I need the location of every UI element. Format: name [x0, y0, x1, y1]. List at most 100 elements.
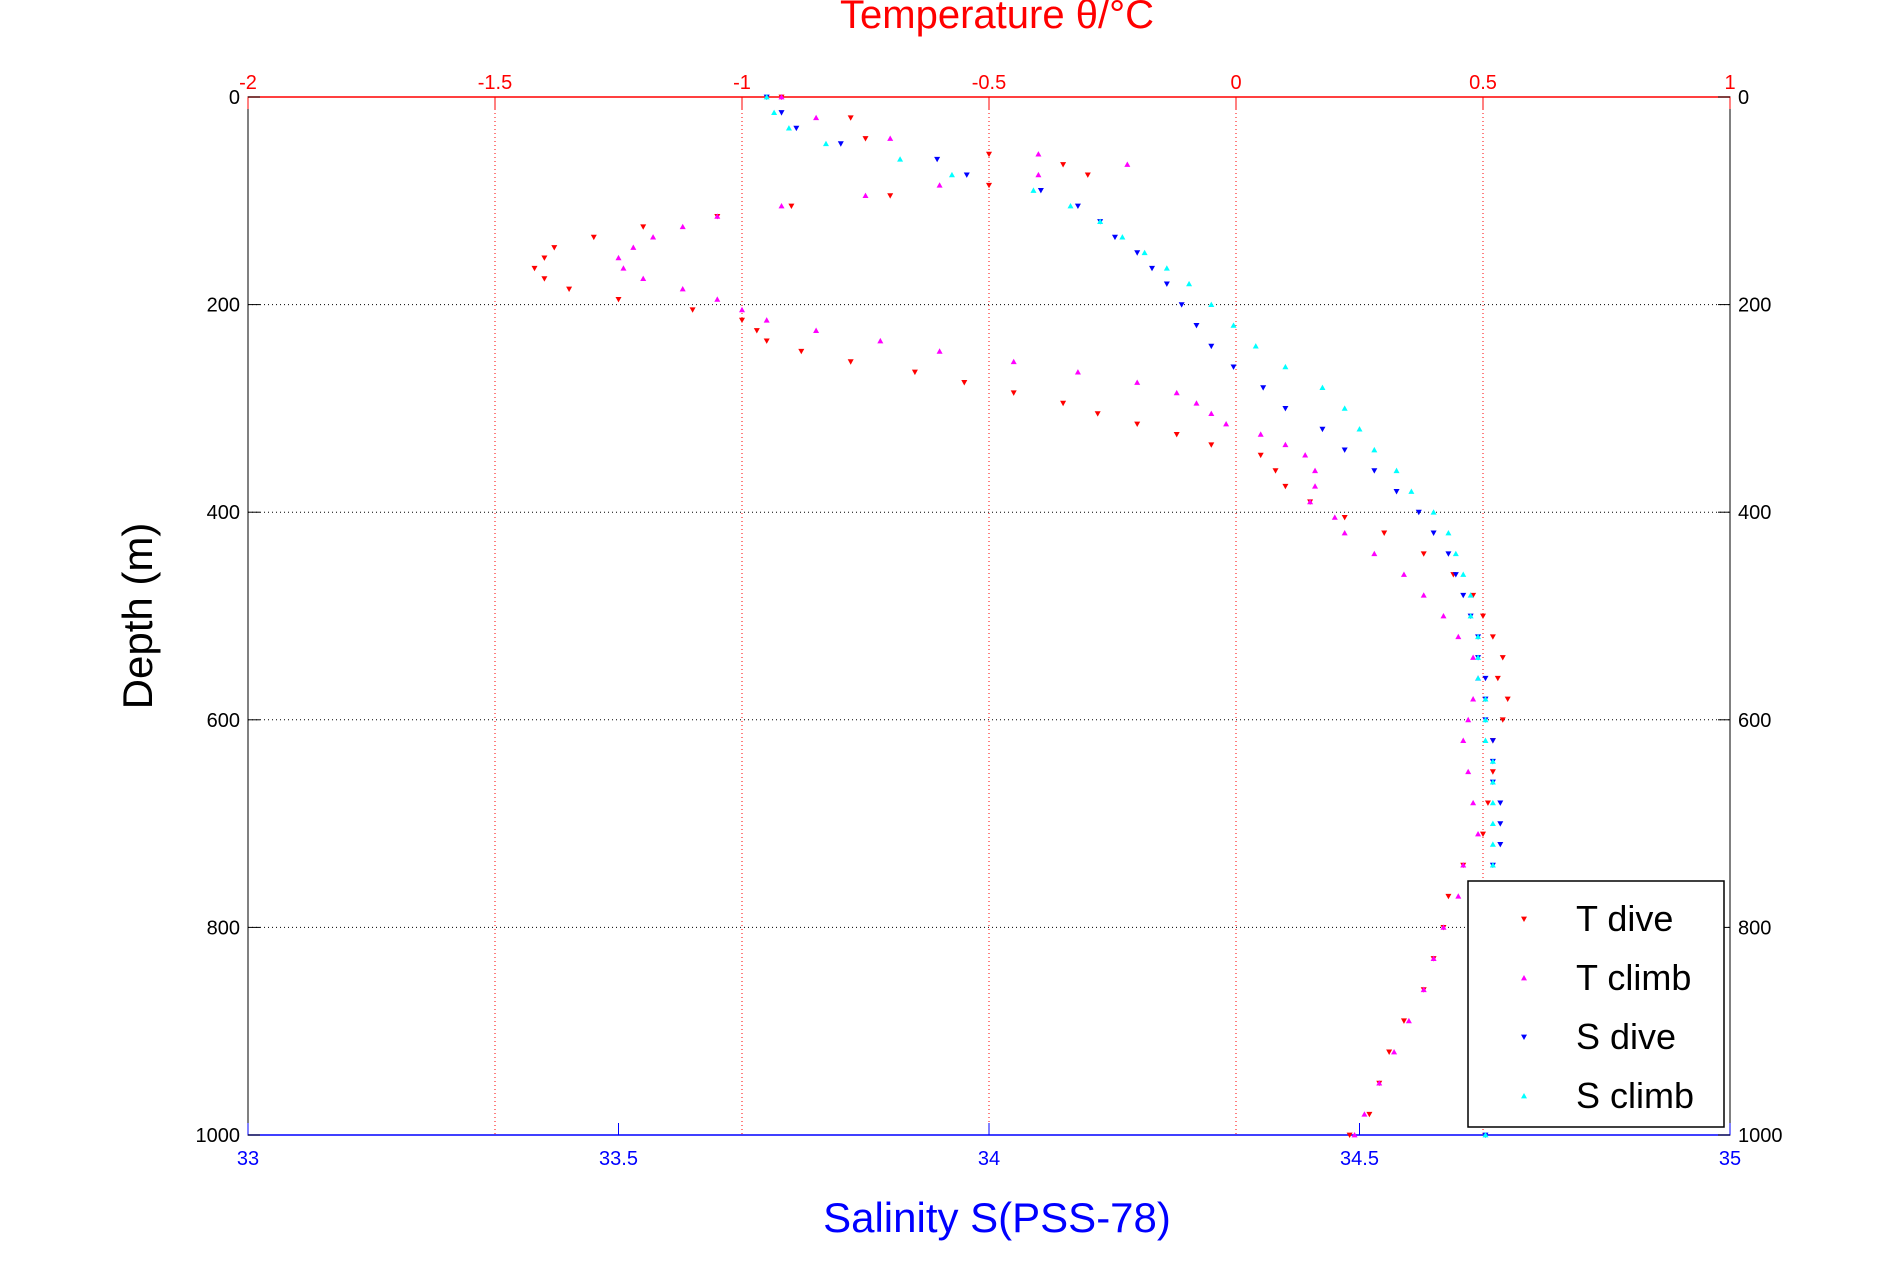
data-point-t-climb	[1430, 955, 1437, 961]
data-point-t-dive	[1272, 468, 1279, 474]
data-point-t-climb	[778, 202, 785, 209]
data-point-t-dive	[1480, 831, 1486, 837]
top-tick-label: 1	[1724, 72, 1735, 94]
data-point-t-climb	[1035, 171, 1042, 178]
data-point-s-climb	[822, 140, 829, 147]
data-point-s-dive	[1445, 551, 1452, 557]
data-point-t-dive	[1400, 1018, 1407, 1024]
data-point-t-climb	[714, 296, 721, 302]
bottom-axis-title: Salinity S(PSS-78)	[823, 1194, 1171, 1241]
data-point-t-dive	[1094, 411, 1101, 417]
data-point-s-climb	[897, 156, 904, 162]
data-point-t-dive	[1366, 1111, 1373, 1118]
data-point-t-climb	[1035, 151, 1042, 157]
data-point-t-dive	[887, 193, 894, 199]
data-point-t-climb	[1331, 514, 1338, 520]
data-point-t-dive	[1489, 769, 1496, 775]
data-point-s-dive	[1482, 675, 1489, 682]
data-point-t-dive	[862, 136, 869, 142]
data-point-t-dive	[1060, 400, 1067, 407]
left-tick-label: 800	[207, 917, 240, 939]
data-point-t-dive	[1060, 162, 1067, 168]
data-point-s-climb	[1482, 716, 1489, 723]
data-point-t-dive	[798, 348, 805, 355]
data-point-s-dive	[1193, 322, 1200, 329]
bottom-tick-label: 33	[237, 1148, 259, 1170]
data-point-t-dive	[1173, 431, 1180, 438]
data-point-s-dive	[1149, 265, 1156, 272]
data-point-t-climb	[813, 327, 820, 333]
data-point-s-climb	[1467, 592, 1474, 598]
data-point-s-dive	[1319, 426, 1326, 433]
data-point-t-climb	[1371, 550, 1378, 557]
data-point-s-dive	[1460, 592, 1467, 599]
data-point-t-dive	[911, 369, 918, 376]
data-point-t-dive	[541, 276, 548, 282]
data-point-s-climb	[1208, 301, 1215, 307]
legend-marker-t-dive	[1521, 916, 1527, 922]
data-point-t-climb	[1391, 1048, 1398, 1055]
data-point-t-dive	[847, 115, 854, 121]
legend-items: T dive T climb S dive S climb	[1521, 898, 1694, 1116]
data-point-s-climb	[1482, 1132, 1489, 1138]
bottom-tick-label: 34.5	[1340, 1148, 1379, 1170]
top-tick-label: 0.5	[1469, 72, 1497, 94]
data-point-t-climb	[1460, 862, 1467, 868]
right-tick-label: 600	[1738, 710, 1771, 732]
data-point-t-climb	[813, 114, 820, 121]
legend-label-s-dive: S dive	[1576, 1016, 1676, 1057]
data-point-t-dive	[763, 338, 770, 344]
data-point-s-dive	[1282, 406, 1289, 412]
data-point-t-dive	[986, 182, 992, 189]
data-point-s-dive	[963, 172, 970, 178]
data-point-s-climb	[1282, 363, 1289, 370]
data-point-s-dive	[1037, 188, 1044, 194]
data-point-s-climb	[1489, 862, 1496, 868]
data-point-s-dive	[1497, 841, 1504, 848]
data-point-s-climb	[1097, 218, 1104, 224]
data-point-s-climb	[948, 171, 955, 178]
data-point-t-climb	[1341, 529, 1348, 536]
data-point-t-climb	[936, 182, 943, 188]
data-point-t-climb	[1124, 161, 1131, 167]
data-point-s-dive	[1178, 302, 1185, 308]
left-tick-label: 400	[207, 502, 240, 524]
data-point-t-climb	[1420, 592, 1427, 598]
data-point-t-climb	[1351, 1132, 1358, 1138]
data-point-s-climb	[1356, 426, 1363, 432]
data-point-t-climb	[1465, 768, 1472, 775]
data-point-t-dive	[551, 245, 558, 251]
data-point-s-climb	[1319, 384, 1326, 391]
top-tick-label: -1.5	[478, 72, 512, 94]
data-point-s-climb	[771, 109, 778, 115]
data-point-t-climb	[877, 337, 884, 344]
data-point-s-climb	[763, 94, 770, 100]
data-point-s-dive	[1074, 203, 1081, 209]
data-point-t-climb	[650, 234, 657, 240]
data-point-t-climb	[1400, 571, 1407, 577]
data-point-t-climb	[936, 348, 943, 354]
data-point-s-dive	[1489, 738, 1496, 744]
data-point-s-climb	[1482, 737, 1489, 743]
data-point-t-dive	[1484, 800, 1491, 806]
data-point-s-dive	[1208, 343, 1215, 350]
top-tick-label: -1	[733, 72, 751, 94]
data-point-s-climb	[1341, 405, 1348, 411]
data-point-t-climb	[1134, 379, 1141, 385]
data-point-t-climb	[1470, 696, 1477, 702]
data-point-t-dive	[1341, 514, 1348, 521]
data-point-t-climb	[1460, 737, 1467, 743]
data-point-s-climb	[1452, 550, 1459, 557]
data-point-s-climb	[1475, 633, 1482, 640]
legend-marker-s-dive	[1521, 1034, 1527, 1040]
data-point-s-dive	[1134, 250, 1141, 256]
data-point-t-climb	[1208, 410, 1215, 416]
data-point-s-climb	[1489, 758, 1496, 764]
data-point-t-climb	[763, 317, 770, 323]
data-point-t-climb	[862, 192, 869, 199]
data-point-s-climb	[1030, 187, 1037, 193]
left-tick-label: 200	[207, 295, 240, 317]
data-point-s-dive	[934, 156, 941, 163]
data-point-t-climb	[679, 223, 686, 230]
data-point-s-climb	[1430, 509, 1437, 515]
